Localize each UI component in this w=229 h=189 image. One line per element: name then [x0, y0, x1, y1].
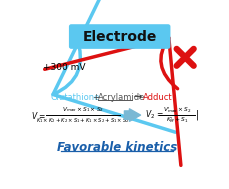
Text: Glutathione: Glutathione: [50, 93, 100, 102]
Text: $V_{max}^{\prime}\times S_2$: $V_{max}^{\prime}\times S_2$: [163, 105, 191, 115]
Text: →: →: [133, 92, 141, 102]
Text: $K_M^{\prime}+S_1$: $K_M^{\prime}+S_1$: [166, 116, 188, 125]
Text: $V_{max}\times S_1\times S_2$: $V_{max}\times S_1\times S_2$: [62, 105, 104, 114]
Text: Adduct: Adduct: [143, 93, 173, 102]
Text: $V_2\,=$: $V_2\,=$: [145, 109, 164, 121]
Text: |: |: [196, 110, 199, 120]
Text: Favorable kinetics: Favorable kinetics: [57, 141, 177, 154]
Text: Electrode: Electrode: [82, 29, 157, 43]
Text: $V\,=$: $V\,=$: [31, 110, 46, 121]
Text: +300 mV: +300 mV: [43, 63, 85, 72]
Text: Acrylamide: Acrylamide: [98, 93, 146, 102]
Text: +: +: [92, 93, 99, 102]
FancyBboxPatch shape: [69, 24, 170, 49]
Text: $K_1\times K_2+K_2\times S_1+K_1\times S_2+S_1\times S_2$: $K_1\times K_2+K_2\times S_1+K_1\times S…: [36, 116, 130, 125]
FancyArrowPatch shape: [124, 109, 141, 121]
